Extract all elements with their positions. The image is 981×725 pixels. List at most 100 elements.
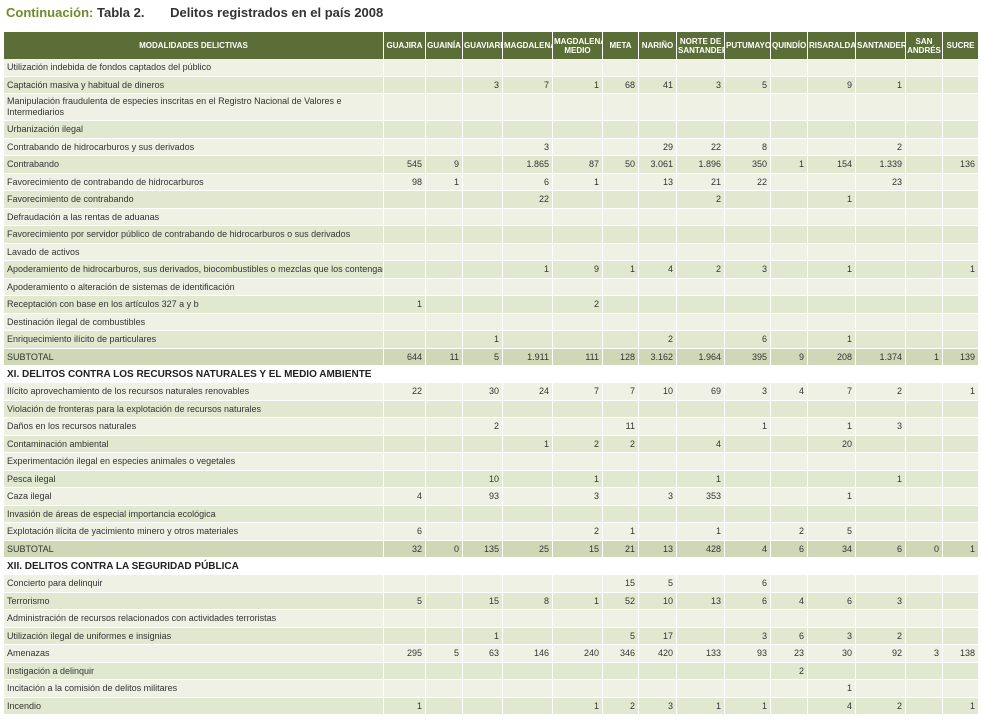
table-cell [771, 470, 808, 488]
table-row: Contaminación ambiental 1 2 2 4 20 [4, 435, 979, 453]
table-cell [808, 278, 856, 296]
table-row: Favorecimiento de contrabando 22 2 1 [4, 191, 979, 209]
row-label: Contrabando [4, 156, 384, 174]
table-cell: 5 [426, 645, 463, 663]
column-header: MAGDALENA [503, 32, 553, 59]
table-cell [384, 226, 426, 244]
table-cell: 11 [603, 418, 639, 436]
table-cell [906, 592, 943, 610]
table-cell [808, 470, 856, 488]
table-cell [856, 296, 906, 314]
table-cell: 4 [771, 383, 808, 401]
table-cell: 10 [639, 592, 677, 610]
row-label: Terrorismo [4, 592, 384, 610]
table-cell [906, 697, 943, 715]
table-cell: 2 [856, 697, 906, 715]
table-cell [384, 138, 426, 156]
table-cell: 644 [384, 348, 426, 366]
table-cell [725, 435, 771, 453]
table-cell [943, 226, 979, 244]
table-cell [384, 208, 426, 226]
table-row: Captación masiva y habitual de dineros 3 7… [4, 76, 979, 94]
table-cell: 6 [771, 540, 808, 558]
table-cell [906, 121, 943, 139]
table-row: Experimentación ilegal en especies anima… [4, 453, 979, 471]
table-cell: 22 [384, 383, 426, 401]
row-label: Utilización indebida de fondos captados … [4, 59, 384, 77]
table-cell [603, 138, 639, 156]
table-cell: 1 [384, 697, 426, 715]
table-cell [503, 488, 553, 506]
column-header: SANTANDER [856, 32, 906, 59]
table-cell: 1 [463, 331, 503, 349]
table-cell [906, 226, 943, 244]
table-cell: 353 [677, 488, 725, 506]
table-cell: 9 [426, 156, 463, 174]
table-cell: 3 [553, 488, 603, 506]
table-cell: 2 [677, 191, 725, 209]
title-description: Delitos registrados en el país 2008 [170, 5, 384, 20]
table-cell [943, 76, 979, 94]
table-cell: 6 [856, 540, 906, 558]
table-cell [943, 243, 979, 261]
table-cell: 4 [771, 592, 808, 610]
table-cell [771, 121, 808, 139]
row-label: Incendio [4, 697, 384, 715]
table-cell [677, 278, 725, 296]
row-label: Utilización ilegal de uniformes e insign… [4, 627, 384, 645]
table-cell: 5 [808, 523, 856, 541]
crime-table: MODALIDADES DELICTIVAS GUAJIRA GUAINÍA GUAV… [4, 32, 979, 715]
table-cell: 4 [384, 488, 426, 506]
table-cell: 3.162 [639, 348, 677, 366]
table-cell [463, 243, 503, 261]
table-cell [463, 505, 503, 523]
table-cell [639, 208, 677, 226]
table-cell [725, 680, 771, 698]
table-cell [725, 505, 771, 523]
table-cell [943, 121, 979, 139]
table-cell [463, 435, 503, 453]
table-cell [553, 662, 603, 680]
table-cell [463, 575, 503, 593]
table-cell [771, 243, 808, 261]
table-cell [808, 575, 856, 593]
table-cell [603, 191, 639, 209]
table-cell: 1 [677, 523, 725, 541]
table-cell: 1 [808, 191, 856, 209]
table-cell: 7 [808, 383, 856, 401]
table-cell [603, 296, 639, 314]
table-row: Apoderamiento de hidrocarburos, sus deri… [4, 261, 979, 279]
table-cell: 5 [384, 592, 426, 610]
table-row: Administración de recursos relacionados … [4, 610, 979, 628]
row-label: SUBTOTAL [4, 540, 384, 558]
table-cell [503, 627, 553, 645]
table-cell: 9 [553, 261, 603, 279]
table-cell [384, 505, 426, 523]
table-cell [384, 76, 426, 94]
table-cell [603, 662, 639, 680]
table-cell: 0 [906, 540, 943, 558]
table-cell [856, 505, 906, 523]
table-cell: 1 [384, 296, 426, 314]
table-row: Incendio 1 1 2 3 1 1 4 2 1 [4, 697, 979, 715]
row-label: Enriquecimiento ilícito de particulares [4, 331, 384, 349]
table-row: Utilización ilegal de uniformes e insign… [4, 627, 979, 645]
table-cell [808, 400, 856, 418]
table-cell: 9 [771, 348, 808, 366]
table-cell: 3 [906, 645, 943, 663]
table-cell: 146 [503, 645, 553, 663]
table-cell: 135 [463, 540, 503, 558]
table-cell [771, 610, 808, 628]
table-cell: 1.964 [677, 348, 725, 366]
row-label: Administración de recursos relacionados … [4, 610, 384, 628]
table-cell [725, 278, 771, 296]
table-row: Apoderamiento o alteración de sistemas d… [4, 278, 979, 296]
table-cell: 6 [771, 627, 808, 645]
table-cell: 3 [725, 627, 771, 645]
table-cell [603, 313, 639, 331]
table-cell [856, 523, 906, 541]
table-cell [639, 121, 677, 139]
table-cell [426, 138, 463, 156]
table-cell [725, 400, 771, 418]
table-cell [553, 243, 603, 261]
